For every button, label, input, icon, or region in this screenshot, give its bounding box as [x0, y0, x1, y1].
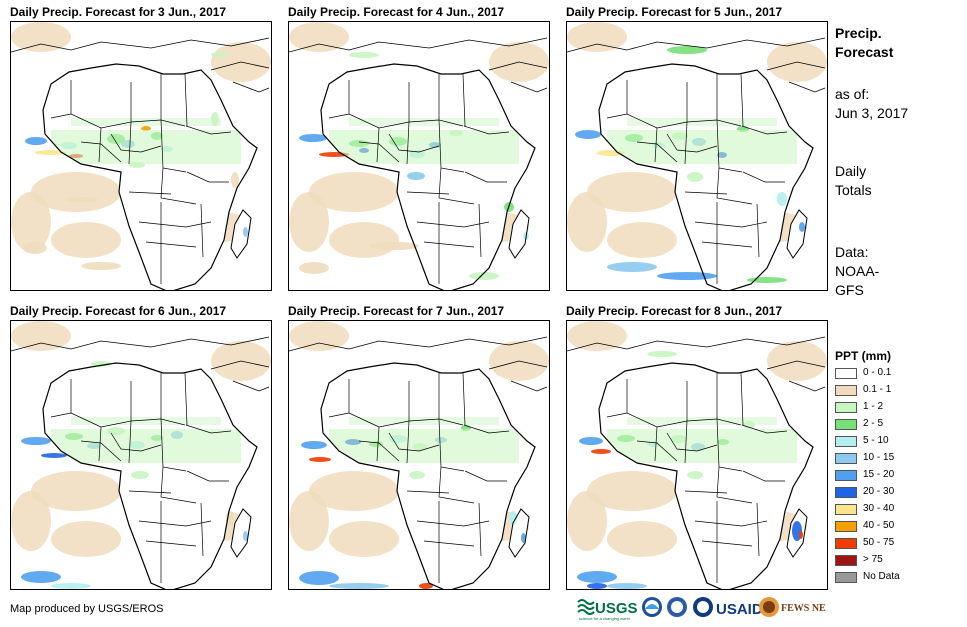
- panel-title: Daily Precip. Forecast for 8 Jun., 2017: [566, 304, 783, 318]
- legend-item: 50 - 75: [835, 536, 955, 550]
- precip-map: [10, 21, 272, 291]
- partner-logos: USGS science for a changing world USAID …: [576, 594, 833, 622]
- usaid-logo: USAID: [693, 597, 763, 618]
- legend-label: 30 - 40: [863, 503, 895, 514]
- legend-item: 0.1 - 1: [835, 383, 955, 397]
- forecast-panel-jun3: Daily Precip. Forecast for 3 Jun., 2017: [10, 3, 272, 293]
- legend-swatch: [835, 470, 857, 481]
- dhs-seal-logo: [667, 597, 687, 617]
- legend-label: 0 - 0.1: [863, 367, 892, 378]
- legend-label: 10 - 15: [863, 452, 895, 463]
- legend-label: No Data: [863, 571, 900, 582]
- legend-label: 2 - 5: [863, 418, 884, 429]
- legend-item: No Data: [835, 570, 955, 584]
- legend-item: 5 - 10: [835, 434, 955, 448]
- legend-label: 20 - 30: [863, 486, 895, 497]
- legend-item: > 75: [835, 553, 955, 567]
- fews-logo-text: FEWS NET: [781, 603, 826, 614]
- data-line3: GFS: [835, 282, 864, 298]
- sidebar-title-line2: Forecast: [835, 44, 894, 60]
- legend-swatch: [835, 555, 857, 566]
- legend-label: 5 - 10: [863, 435, 889, 446]
- legend-swatch: [835, 521, 857, 532]
- sidebar-title-line1: Precip.: [835, 25, 882, 41]
- legend-swatch: [835, 368, 857, 379]
- panel-title: Daily Precip. Forecast for 5 Jun., 2017: [566, 5, 783, 19]
- data-line2: NOAA-: [835, 263, 880, 279]
- legend-swatch: [835, 504, 857, 515]
- panel-title: Daily Precip. Forecast for 7 Jun., 2017: [288, 304, 505, 318]
- asof-label: as of:: [835, 86, 870, 102]
- precip-map: [288, 320, 550, 590]
- legend-swatch: [835, 487, 857, 498]
- forecast-panel-jun5: Daily Precip. Forecast for 5 Jun., 2017: [566, 3, 828, 293]
- legend-swatch: [835, 385, 857, 396]
- usgs-logo-text: USGS: [595, 600, 638, 617]
- legend-item: 15 - 20: [835, 468, 955, 482]
- noaa-logo: [642, 597, 662, 617]
- precip-map: [566, 320, 828, 590]
- map-credit: Map produced by USGS/EROS: [10, 603, 164, 615]
- panel-title: Daily Precip. Forecast for 3 Jun., 2017: [10, 5, 227, 19]
- legend-swatch: [835, 419, 857, 430]
- fews-net-logo: FEWS NET: [759, 597, 833, 617]
- legend-label: 50 - 75: [863, 537, 895, 548]
- legend-item: 20 - 30: [835, 485, 955, 499]
- legend-swatch: [835, 453, 857, 464]
- totals-line1: Daily: [835, 163, 867, 179]
- legend-item: 40 - 50: [835, 519, 955, 533]
- panel-title: Daily Precip. Forecast for 6 Jun., 2017: [10, 304, 227, 318]
- forecast-panel-jun4: Daily Precip. Forecast for 4 Jun., 2017: [288, 3, 550, 293]
- usgs-tagline: science for a changing world: [579, 616, 630, 621]
- asof-date: Jun 3, 2017: [835, 105, 909, 121]
- forecast-panel-jun8: Daily Precip. Forecast for 8 Jun., 2017: [566, 302, 828, 592]
- legend-label: 0.1 - 1: [863, 384, 892, 395]
- legend-item: 2 - 5: [835, 417, 955, 431]
- ppt-legend: PPT (mm) 0 - 0.1 0.1 - 1 1 - 2 2 - 5 5 -…: [835, 348, 955, 583]
- usgs-logo: USGS science for a changing world: [577, 599, 638, 621]
- totals-line2: Totals: [835, 182, 872, 198]
- legend-item: 1 - 2: [835, 400, 955, 414]
- data-line1: Data:: [835, 244, 869, 260]
- legend-title: PPT (mm): [835, 349, 892, 363]
- precip-map: [288, 21, 550, 291]
- legend-swatch: [835, 572, 857, 583]
- usaid-logo-text: USAID: [716, 601, 763, 618]
- legend-label: 1 - 2: [863, 401, 884, 412]
- panel-title: Daily Precip. Forecast for 4 Jun., 2017: [288, 5, 505, 19]
- legend-label: 15 - 20: [863, 469, 895, 480]
- legend-swatch: [835, 402, 857, 413]
- legend-item: 30 - 40: [835, 502, 955, 516]
- forecast-panel-jun6: Daily Precip. Forecast for 6 Jun., 2017: [10, 302, 272, 592]
- legend-swatch: [835, 436, 857, 447]
- legend-swatch: [835, 538, 857, 549]
- forecast-panel-jun7: Daily Precip. Forecast for 7 Jun., 2017: [288, 302, 550, 592]
- precip-map: [566, 21, 828, 291]
- legend-label: 40 - 50: [863, 520, 895, 531]
- legend-label: > 75: [863, 554, 883, 565]
- precip-map: [10, 320, 272, 590]
- legend-item: 10 - 15: [835, 451, 955, 465]
- legend-item: 0 - 0.1: [835, 366, 955, 380]
